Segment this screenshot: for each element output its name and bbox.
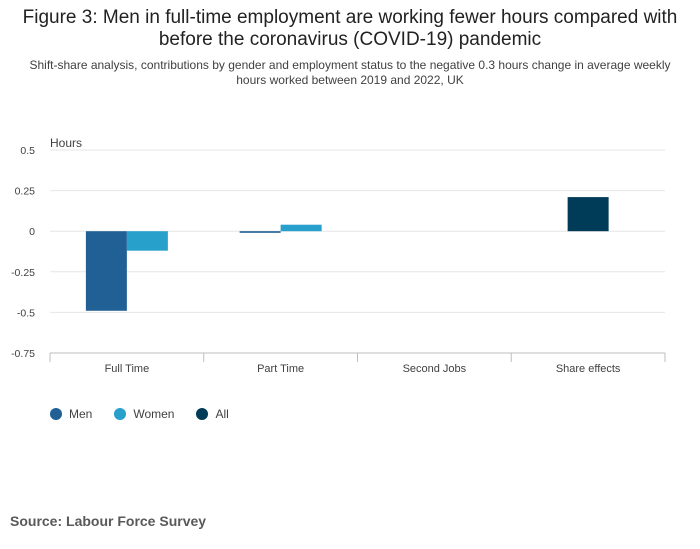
chart-title: Figure 3: Men in full-time employment ar… [22,7,678,50]
legend-item-men: Men [50,407,92,421]
x-axis: Full Time Part Time Second Jobs Share effec… [49,352,666,375]
bars [85,197,609,311]
legend-swatch [114,408,127,420]
legend-swatch [196,408,209,420]
legend-label: Men [69,407,93,421]
x-tick-label: Second Jobs [403,363,467,375]
y-tick-label: -0.25 [11,267,35,279]
legend-item-all: All [196,407,229,421]
x-tick-label: Part Time [257,363,304,375]
legend-label: Women [133,407,175,421]
y-axis-label: Hours [50,136,82,150]
y-tick-label: 0.25 [15,186,36,198]
x-tick-label: Share effects [556,363,621,375]
y-tick-label: 0.5 [20,145,35,157]
bar-women-part-time [280,224,322,232]
bar-women-full-time [126,231,168,251]
y-axis-ticks: 0.5 0.25 0 -0.25 -0.5 -0.75 [11,145,35,360]
bar-men-part-time [239,231,281,233]
y-tick-label: 0 [29,226,35,238]
y-tick-label: -0.75 [11,348,35,360]
bar-men-full-time [85,231,127,311]
source-note: Source: Labour Force Survey [10,513,207,529]
legend: Men Women All [50,407,251,421]
y-tick-label: -0.5 [17,307,35,319]
x-tick-label: Full Time [105,363,150,375]
legend-label: All [215,407,229,421]
legend-item-women: Women [114,407,174,421]
chart-subtitle: Shift-share analysis, contributions by g… [29,58,671,87]
bar-all-share-effects [567,197,609,232]
legend-swatch [50,408,62,420]
